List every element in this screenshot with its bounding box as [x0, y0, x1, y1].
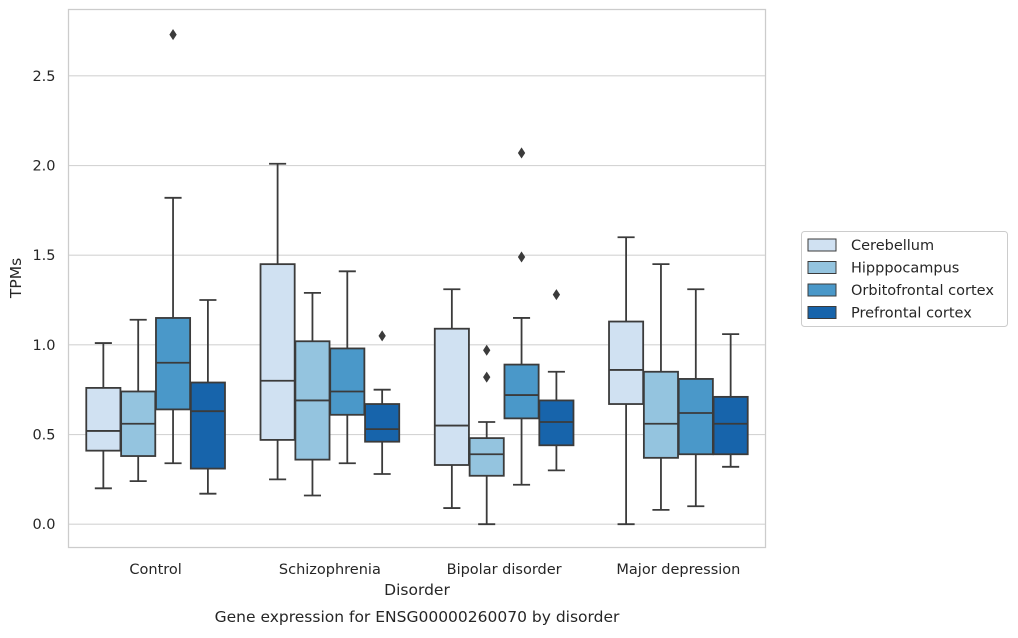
legend-label: Orbitofrontal cortex [851, 283, 994, 299]
box-hipppocampus [120, 318, 157, 483]
legend-swatch [807, 238, 837, 252]
box-prefrontal-cortex [712, 333, 749, 468]
y-axis-ticks: 0.0 0.5 1.0 1.5 2.0 2.5 [32, 69, 55, 533]
box-cerebellum [259, 162, 296, 481]
legend-swatch [807, 306, 837, 319]
legend-swatch [807, 261, 837, 274]
legend-swatch [807, 283, 837, 297]
outlier-point [169, 29, 177, 41]
x-axis-ticks: Control Schizophrenia Bipolar disorder Majo… [129, 562, 740, 578]
box-prefrontal-cortex [538, 289, 575, 472]
y-tick-label: 1.0 [32, 338, 55, 354]
outlier-point [483, 344, 491, 356]
box-iqr [364, 403, 401, 443]
box-iqr [608, 320, 645, 405]
box-hipppocampus [294, 291, 331, 497]
y-tick-label: 0.5 [32, 428, 55, 444]
box-orbitofrontal-cortex [155, 29, 192, 465]
box-orbitofrontal-cortex [677, 288, 714, 508]
box-iqr [468, 437, 505, 477]
y-tick-label: 2.5 [32, 69, 55, 85]
legend-label: Cerebellum [851, 238, 934, 254]
x-axis-label: Disorder [384, 581, 450, 599]
legend-label: Prefrontal cortex [851, 306, 972, 322]
x-tick-label: Schizophrenia [279, 562, 381, 578]
legend-label: Hipppocampus [851, 261, 959, 277]
box-hipppocampus [642, 263, 679, 511]
legend-frame [801, 231, 1008, 327]
chart-caption: Gene expression for ENSG00000260070 by d… [215, 608, 620, 626]
x-tick-label: Major depression [616, 562, 740, 578]
y-tick-label: 1.5 [32, 248, 55, 264]
x-tick-label: Control [129, 562, 181, 578]
box-iqr [259, 263, 296, 441]
outlier-point [483, 371, 491, 383]
box-cerebellum [85, 342, 122, 490]
box-iqr [712, 395, 749, 456]
outlier-point [552, 289, 561, 301]
outlier-point [517, 251, 526, 263]
outlier-point [517, 147, 526, 159]
box-hipppocampus [468, 344, 505, 526]
box-iqr [189, 381, 226, 470]
box-iqr [433, 327, 470, 466]
box-orbitofrontal-cortex [329, 270, 366, 465]
y-tick-label: 2.0 [32, 159, 55, 175]
box-iqr [503, 363, 540, 420]
box-orbitofrontal-cortex [503, 147, 540, 486]
y-tick-label: 0.0 [32, 517, 55, 533]
box-iqr [677, 378, 714, 456]
outlier-point [378, 330, 386, 342]
box-prefrontal-cortex [189, 299, 226, 495]
y-axis-label: TPMs [7, 258, 25, 299]
box-iqr [642, 370, 679, 459]
box-cerebellum [433, 288, 470, 509]
x-tick-label: Bipolar disorder [447, 562, 562, 578]
plot-area [85, 29, 749, 526]
legend: Cerebellum Hipppocampus Orbitofrontal cort… [801, 231, 1008, 327]
box-iqr [329, 347, 366, 416]
box-prefrontal-cortex [364, 330, 401, 475]
plot-frame [67, 8, 767, 549]
box-iqr [85, 386, 122, 452]
box-cerebellum [608, 236, 645, 526]
